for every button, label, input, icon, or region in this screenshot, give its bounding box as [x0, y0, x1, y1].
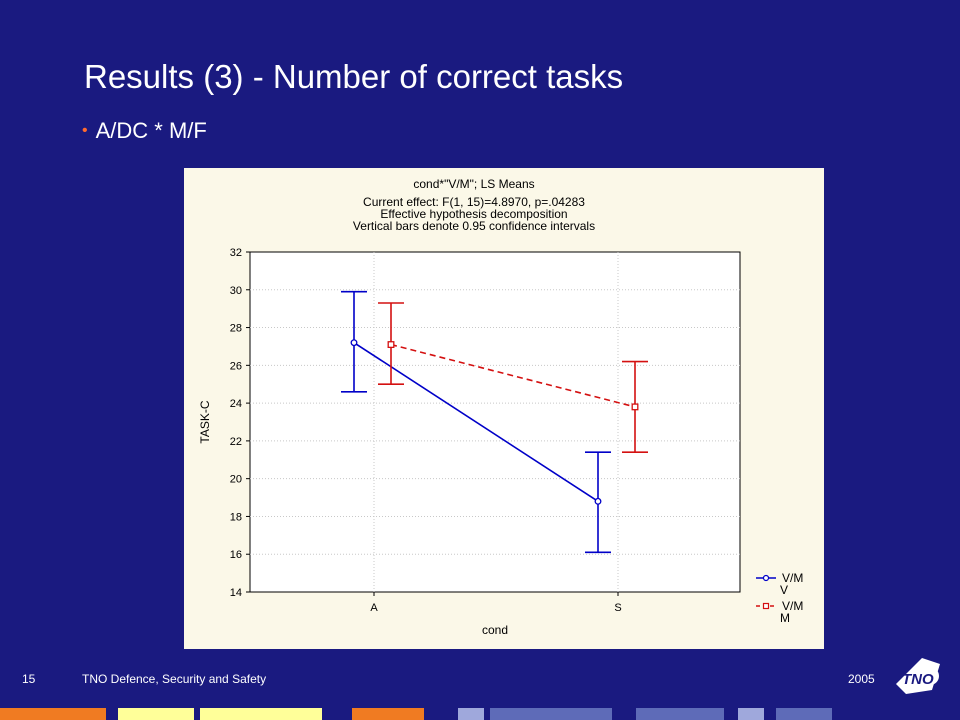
chart: cond*"V/M"; LS Means Current effect: F(1,… — [198, 177, 803, 637]
y-tick-label: 24 — [230, 398, 242, 410]
y-tick-label: 30 — [230, 285, 242, 297]
x-tick-label: S — [614, 602, 621, 614]
footer-year: 2005 — [848, 672, 875, 686]
chart-panel: cond*"V/M"; LS Means Current effect: F(1,… — [184, 168, 824, 649]
x-tick-label: A — [370, 602, 378, 614]
series-line — [390, 343, 636, 408]
footer-stripe — [200, 708, 322, 720]
y-tick-label: 14 — [230, 587, 242, 599]
footer-stripe — [776, 708, 832, 720]
chart-title: cond*"V/M"; LS Means — [413, 177, 534, 191]
y-tick-label: 18 — [230, 511, 242, 523]
y-axis-label: TASK-C — [198, 400, 212, 443]
chart-subtitle-line: Vertical bars denote 0.95 confidence int… — [353, 219, 595, 233]
slide-title: Results (3) - Number of correct tasks — [84, 58, 624, 95]
bullet-text: A/DC * M/F — [95, 118, 207, 143]
footer-stripe — [738, 708, 764, 720]
y-tick-label: 16 — [230, 549, 242, 561]
y-tick-label: 28 — [230, 323, 242, 335]
data-point — [594, 497, 602, 505]
legend-label: V/M — [782, 571, 803, 585]
footer-stripe — [458, 708, 484, 720]
legend-label: V/M — [782, 599, 803, 613]
x-axis-label: cond — [482, 623, 508, 637]
bullet-dot-icon: • — [82, 122, 88, 139]
plot-area — [249, 251, 741, 593]
page-number: 15 — [22, 672, 36, 686]
chart-subtitle-line: Current effect: F(1, 15)=4.8970, p=.0428… — [363, 195, 585, 209]
footer-stripe — [352, 708, 424, 720]
footer-organization: TNO Defence, Security and Safety — [82, 672, 267, 686]
footer-stripe — [0, 708, 106, 720]
data-point — [387, 341, 395, 349]
tno-logo: TNO — [896, 658, 940, 694]
y-tick-label: 26 — [230, 360, 242, 372]
chart-subtitle-line: Effective hypothesis decomposition — [380, 207, 567, 221]
footer-stripe — [636, 708, 724, 720]
y-tick-label: 20 — [230, 474, 242, 486]
legend-label: M — [780, 611, 790, 625]
y-tick-label: 32 — [230, 247, 242, 259]
bullet-item: • A/DC * M/F — [82, 118, 207, 144]
footer-stripe — [490, 708, 612, 720]
tno-logo-text: TNO — [902, 671, 934, 688]
y-tick-label: 22 — [230, 436, 242, 448]
series-line — [353, 341, 599, 503]
data-point — [350, 339, 358, 347]
legend-marker — [762, 602, 770, 610]
tno-logo-shape — [896, 658, 940, 694]
data-point — [631, 403, 639, 411]
tno-logo-circle — [921, 667, 939, 685]
footer-stripe — [118, 708, 194, 720]
legend-marker — [762, 574, 770, 582]
legend-label: V — [780, 583, 788, 597]
